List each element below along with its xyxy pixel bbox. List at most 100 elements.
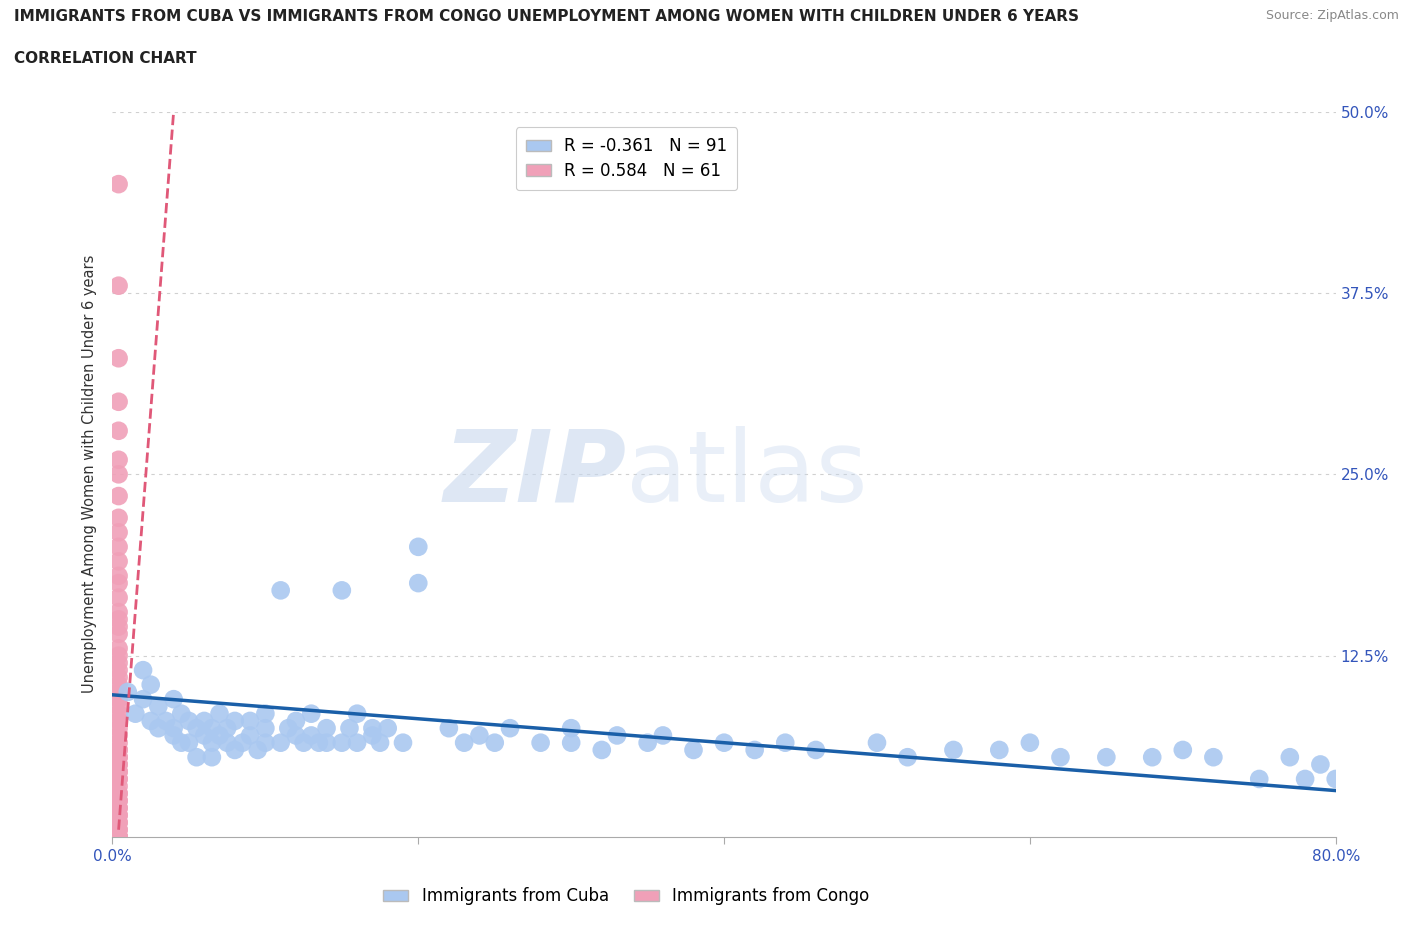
Point xyxy=(208,706,231,721)
Point xyxy=(107,394,129,409)
Point xyxy=(107,801,129,816)
Point xyxy=(107,742,129,757)
Point xyxy=(339,721,361,736)
Point xyxy=(107,554,129,569)
Point xyxy=(246,742,269,757)
Point xyxy=(1294,772,1316,787)
Point xyxy=(163,721,186,736)
Text: Source: ZipAtlas.com: Source: ZipAtlas.com xyxy=(1265,9,1399,22)
Point xyxy=(107,713,129,728)
Point xyxy=(408,539,430,554)
Point xyxy=(292,736,315,751)
Point xyxy=(107,278,129,293)
Point xyxy=(1202,750,1225,764)
Point xyxy=(1095,750,1118,764)
Point xyxy=(231,736,253,751)
Point xyxy=(775,736,797,751)
Point xyxy=(107,750,129,764)
Text: ZIP: ZIP xyxy=(443,426,626,523)
Point xyxy=(1324,772,1347,787)
Point xyxy=(392,736,415,751)
Point xyxy=(361,721,384,736)
Point xyxy=(148,721,170,736)
Point xyxy=(499,721,522,736)
Point xyxy=(107,742,129,757)
Point xyxy=(107,808,129,823)
Point xyxy=(107,568,129,583)
Point xyxy=(107,525,129,539)
Point xyxy=(107,801,129,816)
Point xyxy=(117,684,139,699)
Point xyxy=(208,728,231,743)
Point xyxy=(224,742,246,757)
Point xyxy=(201,736,224,751)
Point xyxy=(315,736,337,751)
Point xyxy=(713,736,735,751)
Point xyxy=(1171,742,1194,757)
Point xyxy=(560,736,582,751)
Point xyxy=(107,656,129,671)
Text: atlas: atlas xyxy=(626,426,868,523)
Point xyxy=(107,808,129,823)
Point xyxy=(1309,757,1331,772)
Point xyxy=(132,692,155,707)
Point xyxy=(186,750,208,764)
Point xyxy=(201,750,224,764)
Point xyxy=(453,736,475,751)
Point xyxy=(866,736,889,751)
Point xyxy=(193,713,215,728)
Point xyxy=(484,736,506,751)
Point xyxy=(107,830,129,844)
Point xyxy=(107,778,129,793)
Point xyxy=(163,692,186,707)
Point xyxy=(368,736,391,751)
Point xyxy=(107,830,129,844)
Point xyxy=(107,736,129,751)
Point xyxy=(744,742,766,757)
Point xyxy=(284,728,308,743)
Point xyxy=(170,706,193,721)
Point xyxy=(177,736,200,751)
Y-axis label: Unemployment Among Women with Children Under 6 years: Unemployment Among Women with Children U… xyxy=(82,255,97,694)
Point xyxy=(107,757,129,772)
Point xyxy=(315,721,337,736)
Point xyxy=(637,736,659,751)
Point xyxy=(107,177,129,192)
Point xyxy=(330,583,353,598)
Point xyxy=(107,830,129,844)
Point xyxy=(299,728,322,743)
Point xyxy=(170,736,193,751)
Point xyxy=(299,706,322,721)
Point xyxy=(107,539,129,554)
Point xyxy=(530,736,553,751)
Point xyxy=(107,786,129,801)
Point xyxy=(107,627,129,642)
Point xyxy=(560,721,582,736)
Point xyxy=(107,830,129,844)
Point xyxy=(107,648,129,663)
Point xyxy=(606,728,628,743)
Point xyxy=(804,742,827,757)
Point xyxy=(270,583,292,598)
Point xyxy=(107,706,129,721)
Point xyxy=(163,728,186,743)
Point xyxy=(148,699,170,714)
Point xyxy=(361,728,384,743)
Point xyxy=(107,663,129,678)
Point xyxy=(107,728,129,743)
Point xyxy=(284,713,308,728)
Point xyxy=(139,713,162,728)
Text: CORRELATION CHART: CORRELATION CHART xyxy=(14,51,197,66)
Point xyxy=(254,721,277,736)
Point xyxy=(408,576,430,591)
Point xyxy=(107,677,129,692)
Point xyxy=(193,728,215,743)
Point xyxy=(107,764,129,779)
Point xyxy=(277,721,299,736)
Point xyxy=(107,619,129,634)
Point xyxy=(942,742,965,757)
Point xyxy=(139,677,162,692)
Point xyxy=(107,793,129,808)
Point xyxy=(107,488,129,503)
Point xyxy=(107,423,129,438)
